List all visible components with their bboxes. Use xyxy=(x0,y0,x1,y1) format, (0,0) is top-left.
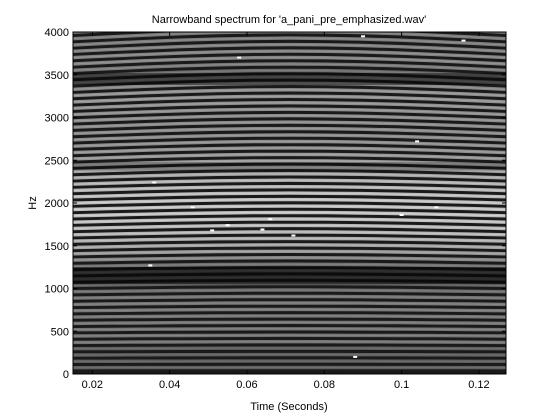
y-axis: 0 500 1000 1500 2000 2500 3000 3500 4000 xyxy=(45,27,506,381)
harmonic-band-highlight xyxy=(73,37,506,46)
x-tick-label: 0.08 xyxy=(314,379,335,391)
y-tick-label: 500 xyxy=(51,326,69,338)
harmonic-band-highlight xyxy=(73,89,506,97)
harmonic-band-highlight xyxy=(73,173,506,179)
harmonic-band-highlight xyxy=(73,199,506,204)
y-tick-label: 3500 xyxy=(45,70,69,82)
harmonic-band-highlight xyxy=(73,82,506,90)
spectrogram-plot-area xyxy=(73,6,506,374)
x-axis-label: Time (Seconds) xyxy=(250,401,327,413)
harmonic-band-highlight xyxy=(73,121,506,128)
harmonic-band-highlight xyxy=(73,115,506,122)
harmonic-band-highlight xyxy=(73,231,506,236)
harmonic-band-highlight xyxy=(73,341,506,343)
bright-speck xyxy=(399,214,404,216)
spectrogram-bands xyxy=(73,6,506,370)
bright-speck xyxy=(353,355,358,358)
y-axis-label: Hz xyxy=(27,196,39,209)
spectral-trough xyxy=(73,161,506,171)
harmonic-band-highlight xyxy=(73,147,506,154)
harmonic-band xyxy=(73,6,506,14)
harmonic-band-highlight xyxy=(73,76,506,84)
harmonic-band-highlight xyxy=(73,128,506,135)
bright-speck xyxy=(190,206,195,209)
harmonic-band-highlight xyxy=(73,32,506,33)
harmonic-band-highlight xyxy=(73,50,506,59)
bright-speck xyxy=(225,224,230,227)
harmonic-band-highlight xyxy=(73,224,506,229)
harmonic-band-highlight xyxy=(73,334,506,337)
harmonic-band-highlight xyxy=(73,44,506,52)
harmonic-band-highlight xyxy=(73,237,506,242)
harmonic-band-highlight xyxy=(73,63,506,71)
x-tick-label: 0.12 xyxy=(468,379,489,391)
harmonic-band-highlight xyxy=(73,166,506,172)
spectral-trough xyxy=(73,73,506,86)
harmonic-band-highlight xyxy=(73,244,506,248)
harmonic-band-highlight xyxy=(73,308,506,312)
harmonic-band-highlight xyxy=(73,186,506,191)
harmonic-band-highlight xyxy=(73,321,506,324)
harmonic-band-highlight xyxy=(73,140,506,147)
harmonic-band-highlight xyxy=(73,289,506,293)
bright-speck xyxy=(361,35,365,38)
harmonic-band-highlight xyxy=(73,347,506,350)
spectral-trough xyxy=(73,267,506,285)
harmonic-band-highlight xyxy=(73,134,506,141)
harmonic-band-highlight xyxy=(73,108,506,116)
harmonic-band-highlight xyxy=(73,263,506,267)
x-tick-label: 0.1 xyxy=(394,379,409,391)
harmonic-band-highlight xyxy=(73,205,506,210)
harmonic-band-highlight xyxy=(73,95,506,103)
bright-speck xyxy=(291,234,296,237)
bright-speck xyxy=(434,206,439,209)
harmonic-band-highlight xyxy=(73,192,506,198)
y-tick-label: 2000 xyxy=(45,198,69,210)
harmonic-band-highlight xyxy=(73,315,506,318)
harmonic-band-highlight xyxy=(73,218,506,223)
y-tick-label: 4000 xyxy=(45,27,69,39)
harmonic-band-highlight xyxy=(73,69,506,78)
spectrogram-specks xyxy=(148,35,466,358)
harmonic-band-highlight xyxy=(73,102,506,109)
y-tick-label: 2500 xyxy=(45,155,69,167)
harmonic-band-highlight xyxy=(73,257,506,261)
y-tick-label: 1000 xyxy=(45,284,69,296)
x-tick-label: 0.02 xyxy=(82,379,103,391)
harmonic-band-highlight xyxy=(73,296,506,299)
harmonic-band-highlight xyxy=(73,56,506,65)
harmonic-band-highlight xyxy=(73,179,506,185)
bright-speck xyxy=(210,229,215,232)
bright-speck xyxy=(260,228,265,231)
bright-speck xyxy=(415,140,420,143)
bright-speck xyxy=(148,264,153,267)
y-tick-label: 0 xyxy=(63,369,69,381)
harmonic-band-highlight xyxy=(73,32,506,40)
harmonic-band-highlight xyxy=(73,153,506,160)
bright-speck xyxy=(461,39,466,42)
harmonic-band-highlight xyxy=(73,160,506,166)
harmonic-band xyxy=(73,32,506,34)
bright-speck xyxy=(237,56,242,59)
x-tick-label: 0.06 xyxy=(236,379,257,391)
x-tick-label: 0.04 xyxy=(159,379,180,391)
bright-speck xyxy=(268,218,273,221)
harmonic-band-highlight xyxy=(73,250,506,255)
x-axis: 0.02 0.04 0.06 0.08 0.1 0.12 xyxy=(82,32,490,391)
bright-speck xyxy=(152,181,157,184)
harmonic-band-highlight xyxy=(73,302,506,305)
y-tick-label: 3000 xyxy=(45,113,69,125)
harmonic-band-highlight xyxy=(73,328,506,331)
harmonic-band-highlight xyxy=(73,6,506,14)
chart-title: Narrowband spectrum for 'a_pani_pre_emph… xyxy=(152,14,426,26)
y-tick-label: 1500 xyxy=(45,241,69,253)
harmonic-band-highlight xyxy=(73,211,506,217)
